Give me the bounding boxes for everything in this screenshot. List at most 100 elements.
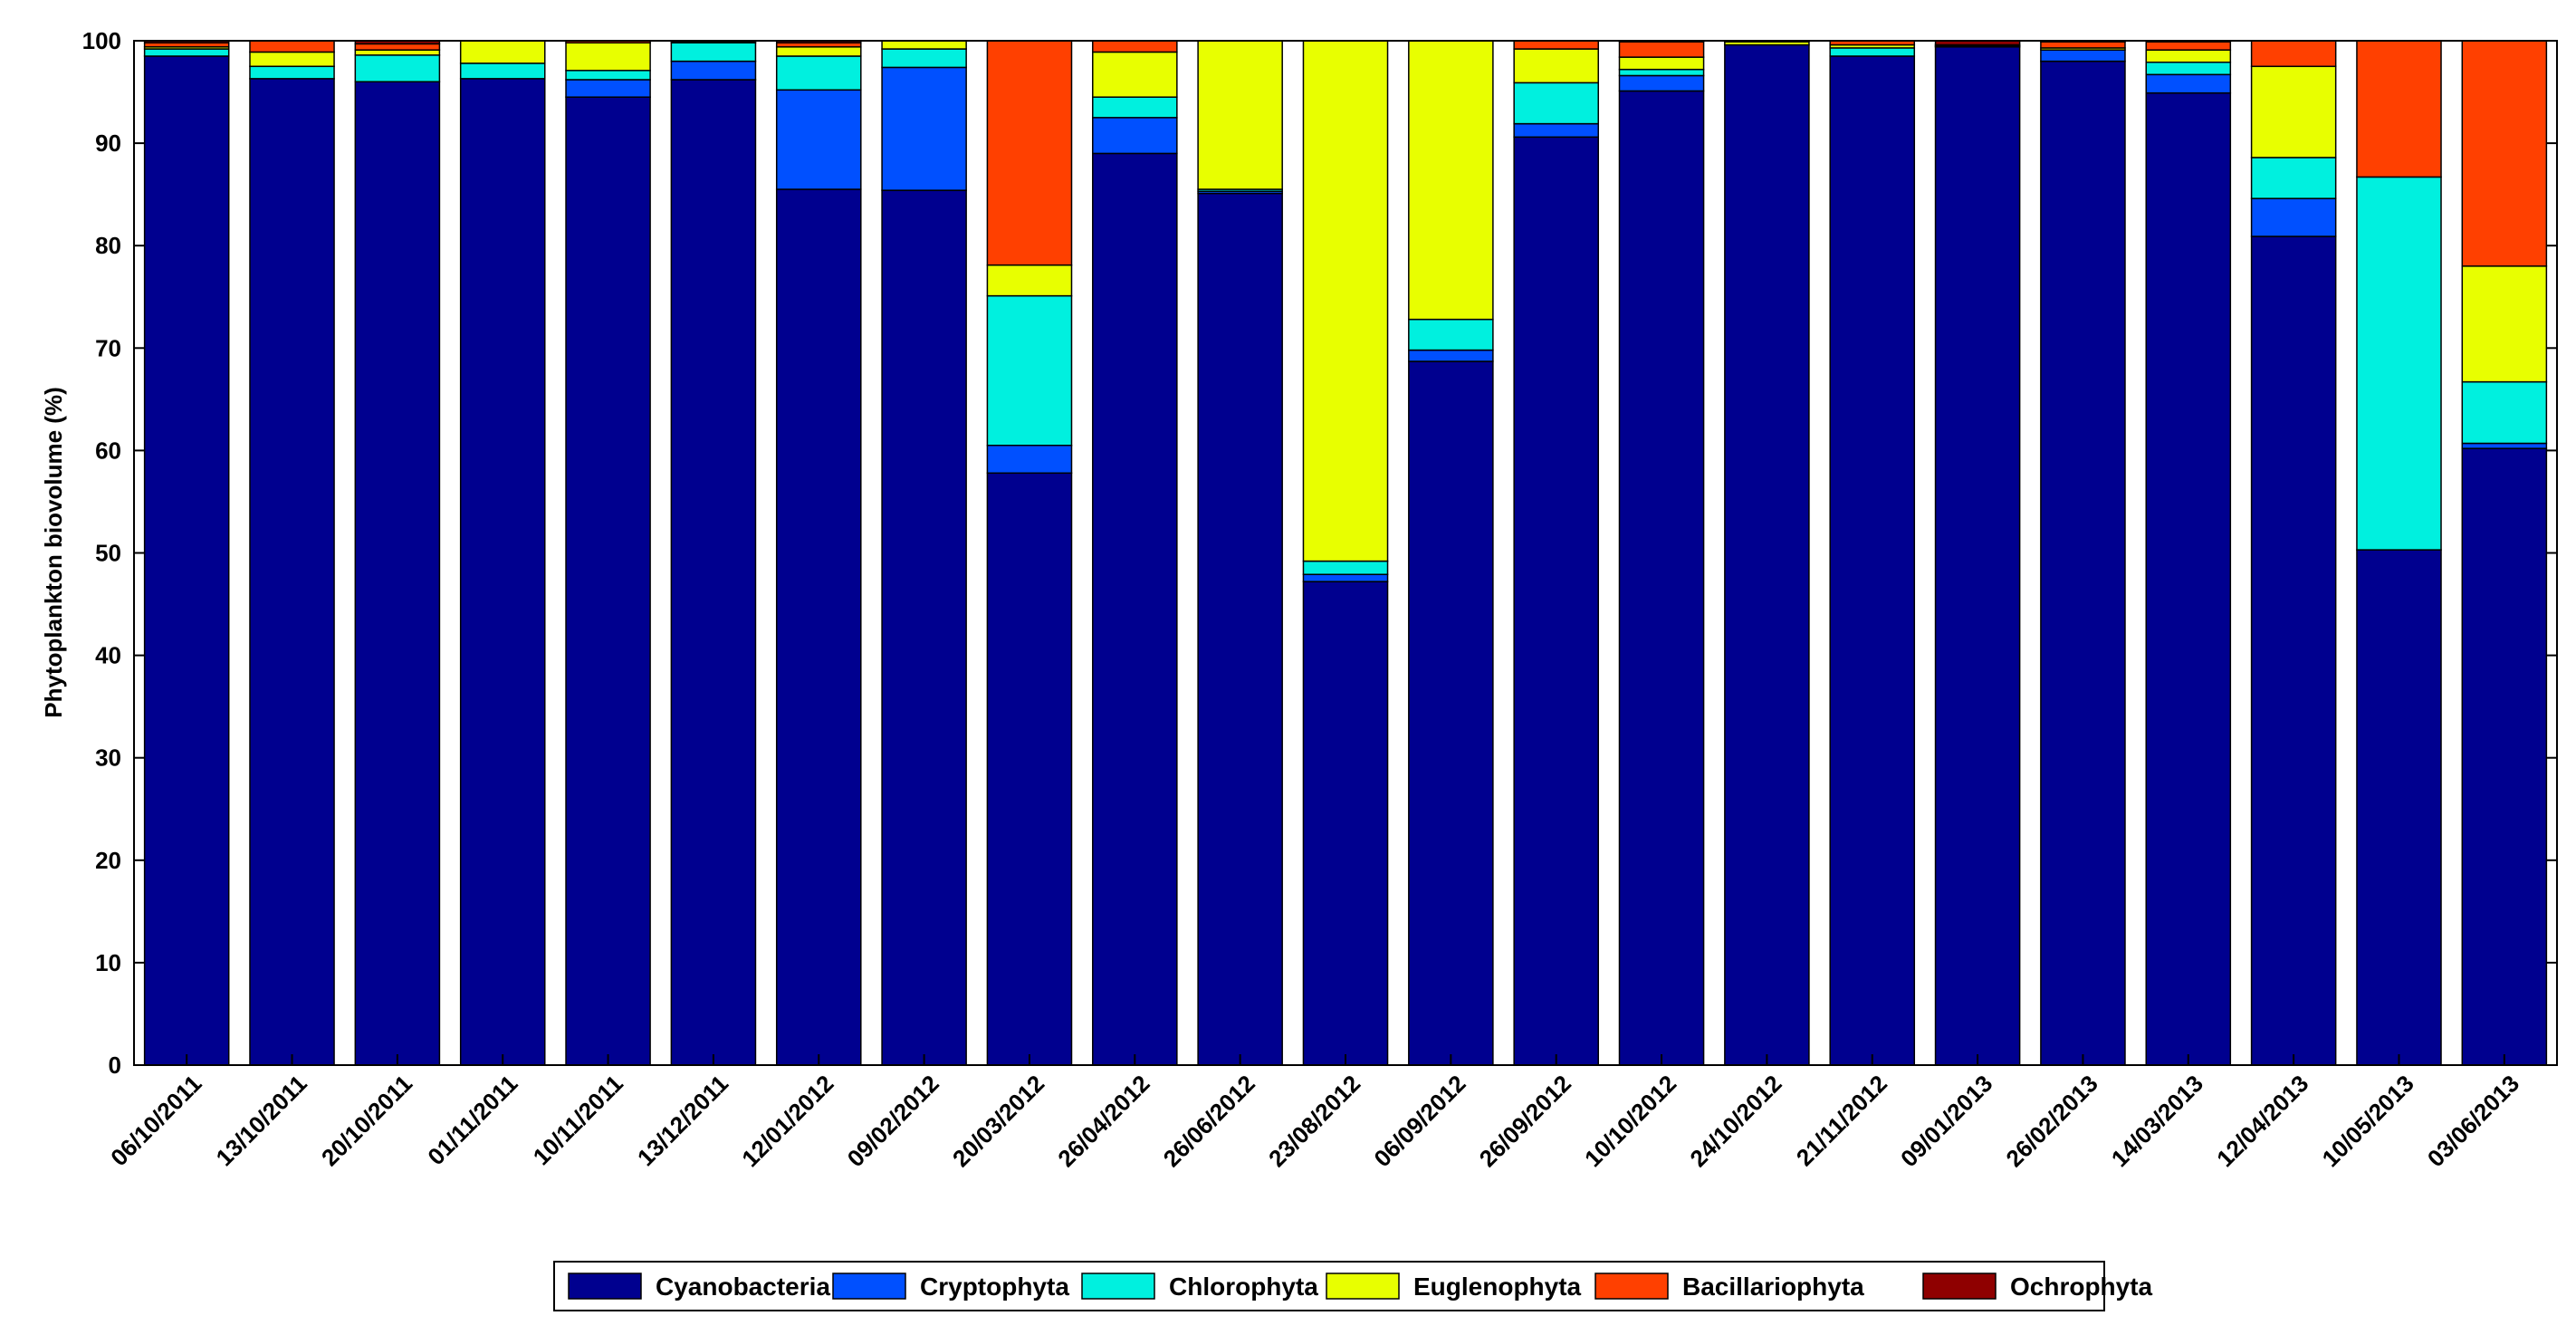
bar-segment-cyanobacteria [2356,549,2442,1066]
y-tick-label: 10 [95,949,121,976]
x-tick-label: 09/02/2012 [842,1070,944,1172]
x-tick-label: 10/11/2011 [528,1070,628,1170]
bar-segment-cyanobacteria [1513,136,1599,1066]
legend-swatch-euglenophyta [1326,1273,1400,1300]
bar-segment-cyanobacteria [354,81,441,1066]
y-tick-label: 100 [82,27,121,54]
bar-segment-cryptophyta [881,66,967,191]
y-axis-title: Phytoplankton biovolume (%) [40,387,67,717]
legend-swatch-cryptophyta [832,1273,906,1300]
x-axis: 06/10/2011 13/10/2011 20/10/2011 01/11/2011… [105,1054,2524,1172]
bar-segment-cyanobacteria [1724,43,1810,1066]
bar-segment-cyanobacteria [670,79,757,1066]
legend-label-ochrophyta: Ochrophyta [2010,1273,2153,1301]
bar-segment-euglenophyta [459,40,546,64]
bar-segment-cyanobacteria [775,188,862,1066]
bar-segment-cryptophyta [1408,349,1494,362]
x-tick-label: 06/09/2012 [1368,1070,1470,1172]
y-tick-label: 80 [95,232,121,259]
bar-segment-euglenophyta [2461,265,2548,383]
bar-segment-cyanobacteria [2145,91,2232,1066]
legend: Cyanobacteria Cryptophyta Chlorophyta Eugle… [553,1261,2153,1311]
bar-segment-bacillariophyta [2461,40,2548,267]
bar-segment-bacillariophyta [2040,41,2126,49]
bar-segment-cyanobacteria [1302,581,1389,1066]
bar-segment-bacillariophyta [986,40,1073,266]
bar-segment-cryptophyta [986,445,1073,475]
bar-segment-cyanobacteria [1408,360,1494,1066]
bar-segment-bacillariophyta [1618,41,1705,58]
bar-segment-chlorophyta [1618,68,1705,77]
x-tick-label: 10/05/2013 [2316,1070,2418,1172]
bar-segment-chlorophyta [2145,62,2232,76]
bar-segment-bacillariophyta [2356,40,2442,178]
bar-segment-euglenophyta [1197,40,1283,190]
bar-segment-chlorophyta [986,294,1073,447]
bar-segment-chlorophyta [249,65,335,80]
bar-segment-euglenophyta [1408,40,1494,321]
bar-segment-chlorophyta [2250,157,2337,199]
bar-segment-cyanobacteria [1934,46,2021,1066]
bar-segment-euglenophyta [2250,65,2337,158]
x-tick-label: 09/01/2013 [1895,1070,1997,1172]
x-tick-label: 03/06/2013 [2422,1070,2524,1172]
bar-segment-cryptophyta [2145,73,2232,94]
y-tick-label: 90 [95,130,121,157]
bar-segment-chlorophyta [1302,560,1389,575]
bar-segment-bacillariophyta [249,40,335,53]
y-tick-label: 40 [95,642,121,669]
y-tick-label: 30 [95,744,121,772]
bar-segment-euglenophyta [775,46,862,57]
x-tick-label: 12/04/2013 [2211,1070,2313,1172]
legend-label-bacillariophyta: Bacillariophyta [1682,1273,1864,1301]
bar-segment-chlorophyta [775,55,862,91]
bar-segment-cryptophyta [2250,197,2337,237]
bar-segment-cyanobacteria [459,78,546,1066]
legend-swatch-bacillariophyta [1594,1273,1669,1300]
bar-segment-cryptophyta [775,89,862,190]
bar-segment-euglenophyta [354,49,441,56]
bar-segment-euglenophyta [1092,51,1178,98]
bar-segment-chlorophyta [2356,176,2442,551]
x-tick-label: 26/06/2012 [1158,1070,1260,1172]
bar-segment-bacillariophyta [1092,40,1178,53]
bar-segment-cyanobacteria [565,96,651,1066]
bar-segment-chlorophyta [1092,96,1178,119]
legend-swatch-ochrophyta [1922,1273,1997,1300]
bar-segment-cryptophyta [1302,573,1389,582]
bar-segment-cyanobacteria [1829,55,1916,1066]
bar-segment-cryptophyta [670,60,757,81]
legend-label-chlorophyta: Chlorophyta [1169,1273,1318,1301]
bar-segment-cryptophyta [1513,122,1599,139]
x-tick-label: 13/12/2011 [632,1070,733,1171]
bar-segment-chlorophyta [143,48,230,57]
bar-segment-cyanobacteria [1197,192,1283,1066]
bar-segment-chlorophyta [1513,82,1599,125]
x-tick-label: 10/10/2012 [1579,1070,1681,1172]
bar-segment-cyanobacteria [986,472,1073,1066]
x-tick-label: 24/10/2012 [1684,1070,1786,1172]
bar-segment-bacillariophyta [354,43,441,51]
legend-label-euglenophyta: Euglenophyta [1413,1273,1582,1301]
x-tick-label: 01/11/2011 [422,1070,522,1170]
bar-segment-cyanobacteria [143,55,230,1066]
bar-segment-euglenophyta [565,42,651,72]
legend-label-cyanobacteria: Cyanobacteria [656,1273,830,1301]
bar-segment-cyanobacteria [881,189,967,1066]
bar-segment-cryptophyta [1618,74,1705,92]
bar-segment-chlorophyta [459,62,546,80]
bar-segment-euglenophyta [1302,40,1389,562]
bar-segment-cyanobacteria [2040,60,2126,1066]
bar-segment-bacillariophyta [2250,40,2337,68]
y-tick-label: 70 [95,334,121,361]
bar-segment-cryptophyta [2040,49,2126,62]
bar-segment-chlorophyta [354,54,441,82]
bar-segment-euglenophyta [986,264,1073,297]
x-tick-label: 06/10/2011 [105,1070,206,1171]
bar-segment-euglenophyta [1618,56,1705,71]
bar-segment-chlorophyta [565,70,651,81]
legend-swatch-chlorophyta [1081,1273,1155,1300]
bar-segment-cryptophyta [2461,442,2548,449]
